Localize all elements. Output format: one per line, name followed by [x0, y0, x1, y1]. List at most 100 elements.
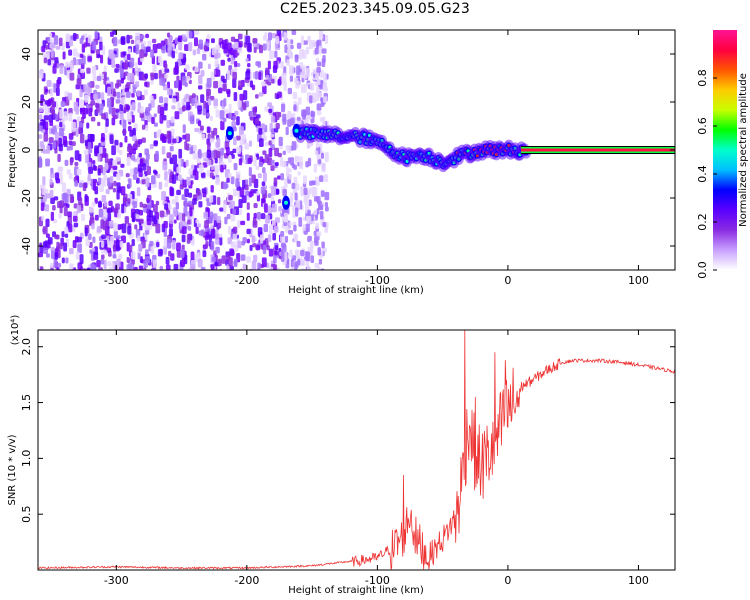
heatmap-cell	[283, 32, 287, 41]
heatmap-cell	[239, 139, 245, 145]
heatmap-cell	[59, 200, 65, 209]
heatmap-cell	[314, 150, 319, 156]
heatmap-cell	[91, 247, 96, 252]
heatmap-cell	[313, 163, 318, 173]
heatmap-cell	[192, 198, 197, 205]
heatmap-cell	[227, 57, 231, 62]
heatmap-cell	[97, 153, 101, 162]
heatmap-cell	[283, 212, 288, 223]
heatmap-cell	[209, 211, 214, 221]
heatmap-cell	[209, 115, 214, 121]
heatmap-cell	[213, 98, 218, 107]
heatmap-cell	[282, 160, 287, 168]
heatmap-cell	[317, 158, 322, 165]
heatmap-cell	[108, 220, 114, 228]
heatmap-cell	[84, 194, 88, 203]
heatmap-cell	[314, 176, 320, 186]
heatmap-cell	[312, 40, 317, 48]
heatmap-cell	[150, 49, 155, 58]
heatmap-cell	[64, 194, 69, 204]
heatmap-cell	[46, 79, 52, 88]
heatmap-cell	[178, 107, 183, 115]
spectrogram-x-axis-label: Height of straight line (km)	[288, 285, 424, 296]
heatmap-cell	[201, 133, 205, 141]
heatmap-cell	[185, 64, 190, 71]
heatmap-cell	[92, 73, 97, 82]
heatmap-cell	[69, 194, 74, 204]
heatmap-cell	[94, 31, 98, 39]
spectrogram-x-ticks: -300 -200 -100 0 100	[104, 30, 649, 287]
heatmap-cell	[309, 240, 314, 245]
heatmap-cell	[318, 30, 324, 40]
heatmap-cell	[291, 30, 297, 36]
heatmap-cell	[255, 165, 260, 171]
heatmap-cell	[261, 181, 266, 187]
heatmap-cell	[231, 120, 236, 127]
heatmap-cell	[50, 106, 55, 114]
heatmap-cell	[305, 261, 310, 268]
heatmap-cell	[69, 157, 73, 166]
heatmap-cell	[144, 81, 148, 87]
heatmap-cell	[164, 63, 168, 70]
heatmap-cell	[138, 265, 144, 270]
heatmap-cell	[100, 92, 105, 102]
heatmap-cell	[220, 147, 225, 156]
heatmap-cell	[258, 71, 262, 80]
heatmap-cell	[98, 146, 103, 154]
heatmap-cell	[306, 216, 312, 225]
spectrogram-cells	[38, 30, 675, 270]
heatmap-cell	[145, 124, 149, 132]
heatmap-cell	[199, 125, 204, 131]
snr-background	[38, 330, 675, 570]
heatmap-cell	[241, 195, 247, 204]
heatmap-cell	[150, 72, 155, 77]
heatmap-cell	[257, 61, 261, 68]
heatmap-cell	[284, 200, 289, 205]
heatmap-cell	[125, 91, 131, 98]
heatmap-cell	[76, 78, 82, 87]
heatmap-cell	[270, 115, 276, 123]
heatmap-cell	[285, 126, 289, 136]
heatmap-cell	[239, 187, 245, 198]
heatmap-cell	[138, 218, 144, 224]
heatmap-cell	[159, 265, 164, 270]
heatmap-cell	[272, 233, 277, 241]
heatmap-cell	[52, 218, 58, 224]
heatmap-cell	[52, 141, 57, 150]
heatmap-cell	[288, 173, 292, 180]
heatmap-cell	[109, 134, 114, 145]
heatmap-cell	[214, 164, 219, 175]
heatmap-cell	[96, 75, 102, 82]
heatmap-cell	[185, 159, 189, 167]
heatmap-cell	[203, 100, 207, 110]
heatmap-cell	[68, 112, 73, 122]
heatmap-cell	[40, 144, 46, 154]
heatmap-cell	[149, 95, 154, 101]
heatmap-cell	[133, 167, 138, 175]
heatmap-cell	[111, 117, 116, 126]
heatmap-cell	[207, 98, 212, 106]
heatmap-cell	[297, 258, 301, 266]
heatmap-cell	[151, 116, 155, 124]
heatmap-cell	[108, 107, 112, 115]
heatmap-cell	[321, 162, 326, 173]
heatmap-cell	[163, 237, 168, 248]
heatmap-cell	[72, 32, 77, 42]
heatmap-cell	[176, 75, 180, 81]
heatmap-cell	[319, 204, 324, 211]
heatmap-cell	[45, 45, 49, 50]
heatmap-cell	[159, 96, 164, 104]
heatmap-cell	[234, 41, 239, 49]
heatmap-cell	[124, 135, 128, 143]
heatmap-cell	[192, 144, 197, 152]
heatmap-cell	[303, 40, 308, 45]
heatmap-cell	[112, 30, 117, 35]
heatmap-cell	[112, 187, 116, 193]
heatmap-cell	[267, 102, 273, 107]
heatmap-cell	[72, 215, 78, 222]
y-tick-label: 40	[20, 47, 33, 61]
heatmap-cell	[178, 137, 183, 142]
heatmap-cell	[107, 212, 112, 222]
heatmap-cell	[105, 118, 109, 127]
heatmap-cell	[190, 251, 195, 261]
